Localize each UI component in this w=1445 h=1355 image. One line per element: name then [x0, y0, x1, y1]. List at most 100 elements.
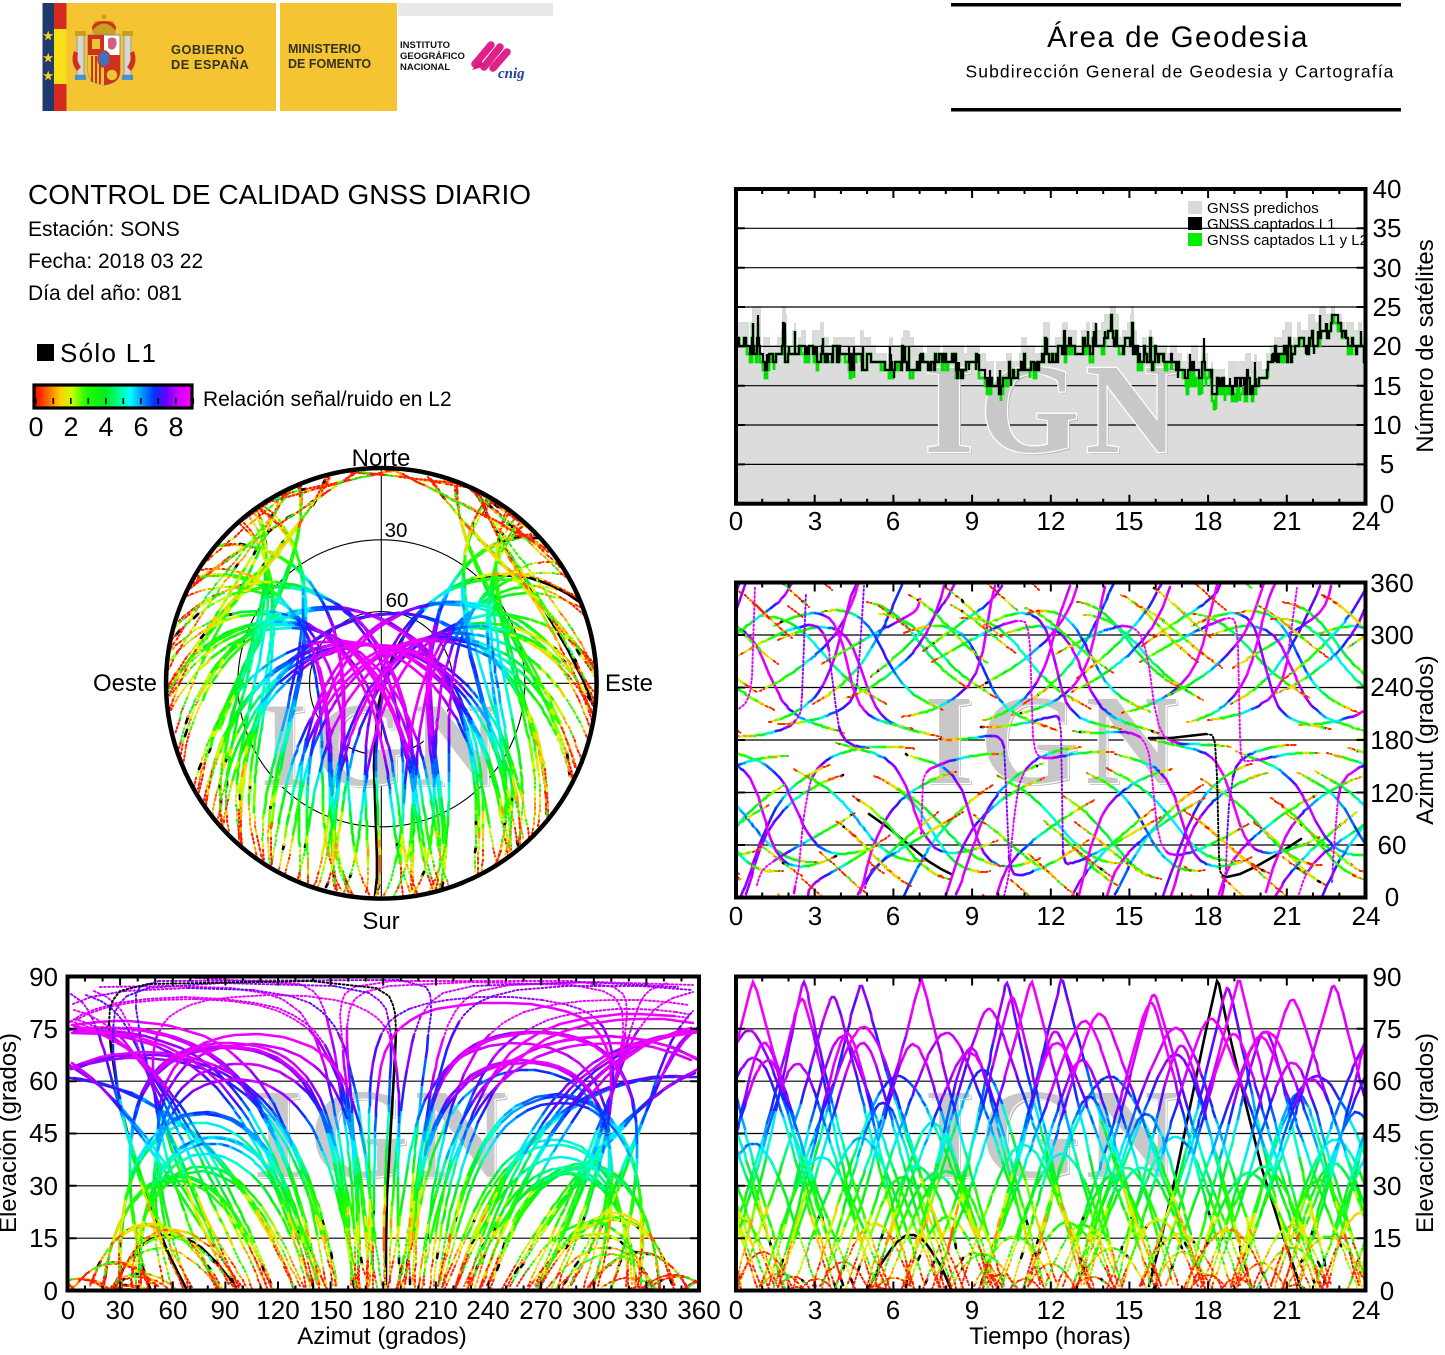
svg-text:Azimut (grados): Azimut (grados) [297, 1323, 466, 1350]
svg-text:Azimut (grados): Azimut (grados) [1412, 655, 1439, 824]
svg-text:INSTITUTO: INSTITUTO [400, 40, 450, 51]
svg-text:Norte: Norte [352, 445, 411, 472]
svg-text:12: 12 [1037, 506, 1066, 536]
svg-text:3: 3 [808, 506, 822, 536]
svg-text:DE FOMENTO: DE FOMENTO [288, 57, 371, 71]
svg-text:Estación: SONS: Estación: SONS [28, 218, 180, 241]
svg-text:240: 240 [466, 1295, 509, 1325]
svg-text:3: 3 [808, 901, 822, 931]
svg-text:180: 180 [361, 1295, 404, 1325]
svg-text:90: 90 [29, 962, 58, 992]
svg-text:9: 9 [965, 901, 979, 931]
svg-text:Relación señal/ruido en L2: Relación señal/ruido en L2 [203, 388, 452, 411]
svg-text:5: 5 [1380, 449, 1394, 479]
svg-text:210: 210 [414, 1295, 457, 1325]
svg-text:Este: Este [605, 670, 653, 697]
svg-text:12: 12 [1037, 1295, 1066, 1325]
svg-text:30: 30 [1373, 253, 1402, 283]
svg-text:0: 0 [729, 1295, 743, 1325]
svg-text:0: 0 [61, 1295, 75, 1325]
svg-text:GOBIERNO: GOBIERNO [171, 42, 245, 57]
svg-text:30: 30 [106, 1295, 135, 1325]
svg-text:GNSS predichos: GNSS predichos [1207, 200, 1319, 217]
svg-text:6: 6 [133, 412, 148, 442]
svg-text:15: 15 [1115, 901, 1144, 931]
svg-text:CONTROL DE CALIDAD GNSS DIARIO: CONTROL DE CALIDAD GNSS DIARIO [28, 179, 531, 210]
svg-text:GNSS captados L1 y L2: GNSS captados L1 y L2 [1207, 232, 1368, 249]
svg-text:6: 6 [886, 901, 900, 931]
svg-text:180: 180 [1370, 725, 1413, 755]
svg-text:4: 4 [98, 412, 113, 442]
svg-text:25: 25 [1373, 292, 1402, 322]
svg-text:Elevación (grados): Elevación (grados) [1412, 1033, 1439, 1233]
svg-text:300: 300 [1370, 620, 1413, 650]
svg-text:30: 30 [1373, 1171, 1402, 1201]
svg-text:18: 18 [1194, 901, 1223, 931]
svg-text:120: 120 [256, 1295, 299, 1325]
svg-text:0: 0 [729, 901, 743, 931]
svg-text:18: 18 [1194, 1295, 1223, 1325]
svg-text:35: 35 [1373, 213, 1402, 243]
svg-text:6: 6 [886, 506, 900, 536]
svg-text:15: 15 [1115, 1295, 1144, 1325]
svg-text:8: 8 [168, 412, 183, 442]
svg-text:6: 6 [886, 1295, 900, 1325]
svg-text:75: 75 [29, 1014, 58, 1044]
svg-text:9: 9 [965, 506, 979, 536]
svg-text:60: 60 [1378, 830, 1407, 860]
svg-text:Elevación (grados): Elevación (grados) [0, 1033, 22, 1233]
svg-text:Subdirección General de Geodes: Subdirección General de Geodesia y Carto… [965, 62, 1394, 82]
svg-text:15: 15 [1373, 371, 1402, 401]
svg-text:15: 15 [1373, 1223, 1402, 1253]
svg-text:Sur: Sur [362, 908, 399, 935]
svg-text:75: 75 [1373, 1014, 1402, 1044]
svg-text:3: 3 [808, 1295, 822, 1325]
svg-text:45: 45 [1373, 1118, 1402, 1148]
svg-text:DE ESPAÑA: DE ESPAÑA [171, 57, 249, 72]
svg-text:21: 21 [1273, 901, 1302, 931]
svg-text:Tiempo (horas): Tiempo (horas) [969, 1323, 1131, 1350]
svg-text:360: 360 [677, 1295, 720, 1325]
svg-text:24: 24 [1352, 506, 1381, 536]
svg-text:0: 0 [1380, 1276, 1394, 1306]
svg-text:18: 18 [1194, 506, 1223, 536]
svg-text:240: 240 [1370, 672, 1413, 702]
svg-text:GEOGRÁFICO: GEOGRÁFICO [400, 51, 465, 62]
svg-text:2: 2 [63, 412, 78, 442]
svg-text:40: 40 [1373, 174, 1402, 204]
svg-text:45: 45 [29, 1118, 58, 1148]
svg-text:0: 0 [1385, 882, 1399, 912]
svg-text:60: 60 [1373, 1066, 1402, 1096]
svg-text:60: 60 [386, 589, 409, 612]
svg-text:60: 60 [29, 1066, 58, 1096]
svg-text:90: 90 [211, 1295, 240, 1325]
svg-text:120: 120 [1370, 778, 1413, 808]
svg-text:20: 20 [1373, 331, 1402, 361]
svg-text:30: 30 [29, 1171, 58, 1201]
svg-text:NACIONAL: NACIONAL [400, 62, 450, 73]
svg-text:90: 90 [1373, 962, 1402, 992]
svg-text:21: 21 [1273, 1295, 1302, 1325]
svg-text:0: 0 [44, 1276, 58, 1306]
svg-text:270: 270 [519, 1295, 562, 1325]
svg-text:12: 12 [1037, 901, 1066, 931]
svg-text:330: 330 [624, 1295, 667, 1325]
svg-text:24: 24 [1352, 1295, 1381, 1325]
svg-text:15: 15 [29, 1223, 58, 1253]
svg-text:0: 0 [729, 506, 743, 536]
svg-text:9: 9 [965, 1295, 979, 1325]
svg-text:Sólo L1: Sólo L1 [60, 338, 157, 368]
svg-text:15: 15 [1115, 506, 1144, 536]
svg-text:60: 60 [159, 1295, 188, 1325]
svg-text:0: 0 [28, 412, 43, 442]
svg-text:360: 360 [1370, 568, 1413, 598]
svg-text:IGN: IGN [926, 671, 1186, 813]
svg-text:10: 10 [1373, 410, 1402, 440]
svg-text:GNSS captados L1: GNSS captados L1 [1207, 216, 1335, 233]
svg-text:MINISTERIO: MINISTERIO [288, 42, 361, 56]
svg-text:21: 21 [1273, 506, 1302, 536]
svg-text:0: 0 [1380, 489, 1394, 519]
svg-text:Día del año: 081: Día del año: 081 [28, 282, 182, 305]
svg-text:24: 24 [1352, 901, 1381, 931]
svg-text:Número de satélites: Número de satélites [1412, 239, 1439, 452]
